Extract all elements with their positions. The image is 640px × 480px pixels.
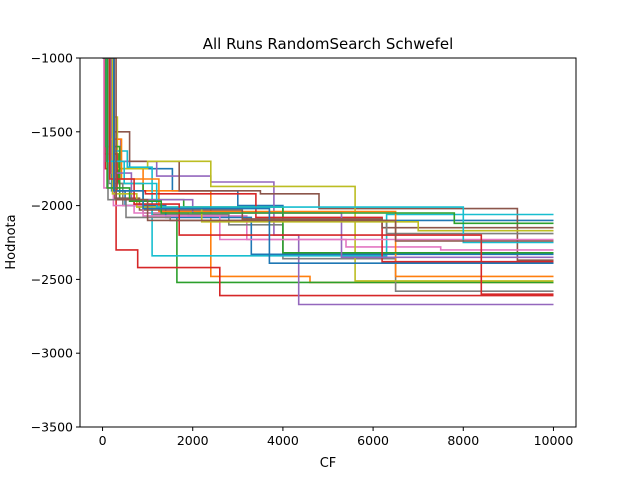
- y-axis: −1000 −1500 −2000 −2500 −3000 −3500: [31, 51, 80, 435]
- y-tick-label: −3000: [31, 346, 73, 361]
- y-tick-label: −3500: [31, 420, 73, 435]
- series-line-21: [102, 58, 554, 295]
- x-tick-label: 0: [99, 433, 107, 448]
- series-line-22: [102, 58, 554, 225]
- chart-title: All Runs RandomSearch Schwefel: [203, 35, 454, 53]
- plot-frame: [79, 57, 577, 428]
- x-tick-label: 10000: [534, 433, 574, 448]
- series-line-17: [102, 58, 554, 241]
- y-tick-label: −2000: [31, 198, 73, 213]
- x-axis: 0 2000 4000 6000 8000 10000: [99, 427, 574, 448]
- y-axis-label: Hodnota: [4, 214, 19, 269]
- y-tick-label: −1500: [31, 124, 73, 139]
- y-tick-label: −1000: [31, 51, 73, 66]
- x-tick-label: 6000: [357, 433, 389, 448]
- x-tick-label: 2000: [177, 433, 209, 448]
- x-tick-label: 4000: [267, 433, 299, 448]
- x-tick-label: 8000: [447, 433, 479, 448]
- series-line-24: [102, 58, 554, 242]
- series-layer: [102, 58, 554, 306]
- x-axis-label: CF: [320, 456, 337, 471]
- y-tick-label: −2500: [31, 272, 73, 287]
